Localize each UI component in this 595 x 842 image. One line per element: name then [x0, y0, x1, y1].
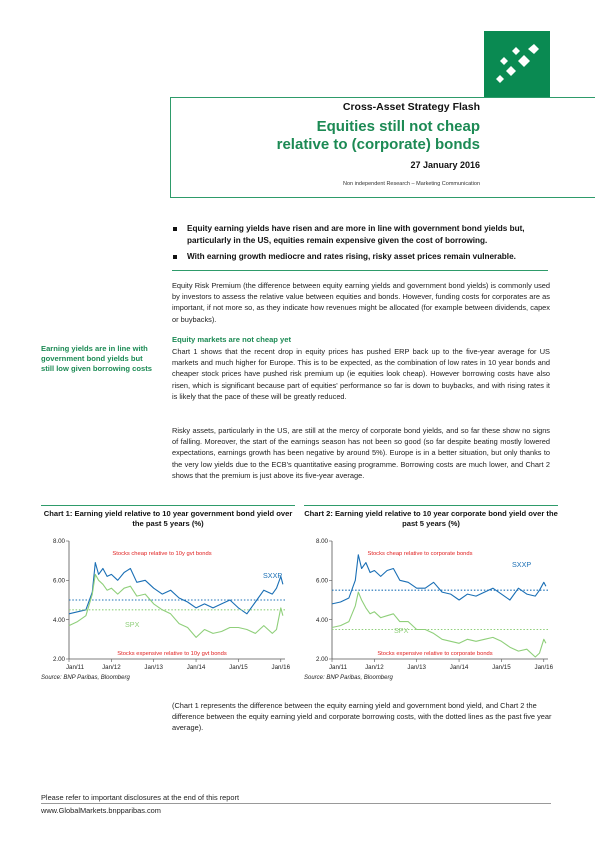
x-tick-label: Jan/12 — [365, 664, 384, 671]
y-tick-label: 4.00 — [316, 617, 329, 624]
disclaimer: Non independent Research – Marketing Com… — [343, 181, 480, 187]
series-label-spx: SPX — [125, 620, 140, 629]
key-points: Equity earning yields have risen and are… — [172, 223, 552, 267]
chart-source: Source: BNP Paribas, Bloomberg — [41, 675, 130, 681]
y-tick-label: 8.00 — [53, 538, 66, 545]
series-label-spx: SPX — [394, 626, 409, 635]
chart-title: Chart 2: Earning yield relative to 10 ye… — [304, 505, 558, 533]
section-heading: Equity markets are not cheap yet — [172, 335, 292, 344]
chart-title: Chart 1: Earning yield relative to 10 ye… — [41, 505, 295, 533]
y-tick-label: 2.00 — [53, 656, 66, 663]
header-left-rule — [170, 97, 171, 197]
bullets-divider — [172, 270, 548, 271]
y-tick-label: 2.00 — [316, 656, 329, 663]
sidebar-callout: Earning yields are in line with governme… — [41, 344, 152, 373]
y-tick-label: 6.00 — [316, 578, 329, 585]
x-tick-label: Jan/15 — [492, 664, 511, 671]
x-tick-label: Jan/13 — [144, 664, 163, 671]
x-tick-label: Jan/15 — [229, 664, 248, 671]
page-title: Equities still not cheap relative to (co… — [276, 118, 480, 153]
annotation-top: Stocks cheap relative to corporate bonds — [367, 551, 472, 557]
x-tick-label: Jan/11 — [66, 664, 85, 671]
annotation-bottom: Stocks expensive relative to corporate b… — [377, 651, 492, 657]
x-tick-label: Jan/14 — [450, 664, 469, 671]
body-paragraph: Chart 1 shows that the recent drop in eq… — [172, 347, 550, 401]
header-bottom-rule — [170, 197, 595, 198]
key-point: Equity earning yields have risen and are… — [172, 223, 552, 247]
website-link[interactable]: www.GlobalMarkets.bnpparibas.com — [41, 806, 161, 815]
series-line-sxxp — [68, 562, 284, 615]
x-tick-label: Jan/16 — [271, 664, 290, 671]
y-tick-label: 4.00 — [53, 617, 66, 624]
footer-rule — [41, 803, 551, 804]
series-line-spx — [331, 591, 547, 658]
series-label-sxxp: SXXP — [512, 560, 531, 569]
y-tick-label: 8.00 — [316, 538, 329, 545]
series-title: Cross-Asset Strategy Flash — [342, 101, 480, 113]
report-date: 27 January 2016 — [410, 160, 480, 170]
body-paragraph: Risky assets, particularly in the US, ar… — [172, 426, 550, 480]
series-label-sxxp: SXXP — [263, 571, 282, 580]
series-line-sxxp — [331, 554, 547, 605]
key-point: With earning growth mediocre and rates r… — [172, 251, 552, 263]
annotation-top: Stocks cheap relative to 10y gvt bonds — [112, 551, 211, 557]
y-tick-label: 6.00 — [53, 578, 66, 585]
disclosure-note: Please refer to important disclosures at… — [41, 793, 240, 802]
x-tick-label: Jan/11 — [329, 664, 348, 671]
x-tick-label: Jan/12 — [102, 664, 121, 671]
x-tick-label: Jan/16 — [534, 664, 553, 671]
x-tick-label: Jan/14 — [187, 664, 206, 671]
chart-2: Chart 2: Earning yield relative to 10 ye… — [304, 505, 558, 681]
bnp-paribas-logo — [484, 31, 550, 97]
header-top-rule — [170, 97, 595, 98]
annotation-bottom: Stocks expensive relative to 10y gvt bon… — [117, 651, 227, 657]
chart-1: Chart 1: Earning yield relative to 10 ye… — [41, 505, 295, 681]
series-line-spx — [68, 573, 284, 638]
chart-note: (Chart 1 represents the difference betwe… — [172, 701, 552, 732]
chart-source: Source: BNP Paribas, Bloomberg — [304, 675, 393, 681]
x-tick-label: Jan/13 — [407, 664, 426, 671]
intro-paragraph: Equity Risk Premium (the difference betw… — [172, 281, 550, 324]
stars-logo-icon — [496, 44, 539, 83]
